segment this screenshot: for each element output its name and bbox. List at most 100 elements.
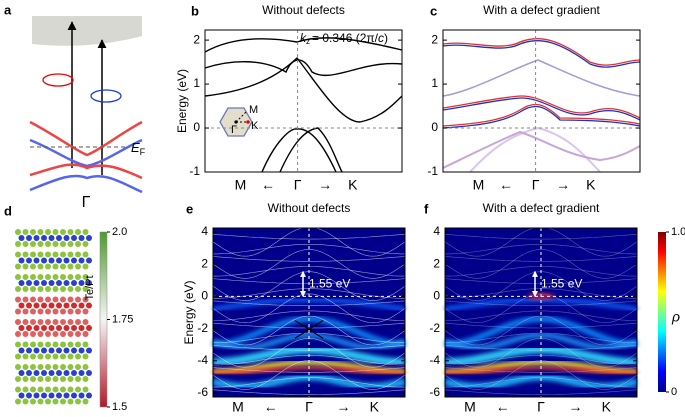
te-atom xyxy=(52,341,59,348)
te-atom xyxy=(37,341,44,348)
te-atom xyxy=(82,241,89,247)
te-atom xyxy=(30,241,36,247)
state-line xyxy=(212,315,406,346)
y-tick-label: -4 xyxy=(197,353,208,367)
pt-atom xyxy=(48,325,55,331)
te-atom xyxy=(82,319,89,325)
te-atom xyxy=(60,386,66,393)
pt-atom xyxy=(86,257,92,264)
te-atom xyxy=(67,229,74,235)
band xyxy=(279,127,343,173)
panel-label: a xyxy=(4,2,12,17)
state-line xyxy=(444,234,638,240)
te-atom xyxy=(60,251,66,258)
te-atom xyxy=(15,364,21,370)
panel-label: d xyxy=(4,203,12,218)
pt-atom xyxy=(56,392,62,399)
te-atom xyxy=(22,286,29,292)
te-atom xyxy=(37,308,44,315)
panel-label: e xyxy=(186,201,193,216)
panel-label: c xyxy=(430,3,437,18)
y-tick-label: 2 xyxy=(431,32,438,46)
colorbar-d xyxy=(99,231,108,408)
te-atom xyxy=(22,364,29,370)
pt-atom xyxy=(78,235,85,241)
colorbar-tick-label: 1.75 xyxy=(112,313,133,325)
polarization-red xyxy=(42,73,74,87)
x-label: M xyxy=(235,177,247,193)
inset-label: Γ xyxy=(231,124,237,136)
x-label: ← xyxy=(264,399,278,415)
te-atom xyxy=(37,229,44,235)
pt-atom xyxy=(63,392,70,399)
te-atom xyxy=(67,286,74,292)
pt-atom xyxy=(86,302,92,309)
te-atom xyxy=(67,341,74,348)
te-atom xyxy=(22,296,29,303)
y-tick-label: 1 xyxy=(431,76,438,90)
te-atom xyxy=(22,241,29,247)
te-atom xyxy=(67,364,74,370)
y-tick-label: 0 xyxy=(433,289,440,303)
te-atom xyxy=(52,286,59,292)
te-atom xyxy=(22,229,29,235)
te-atom xyxy=(22,308,29,315)
spectral-band xyxy=(444,373,638,391)
band xyxy=(261,128,337,173)
bands-b xyxy=(204,37,403,173)
x-label: → xyxy=(556,177,570,193)
te-atom xyxy=(75,286,81,292)
te-atom xyxy=(60,241,66,247)
pt-atom xyxy=(18,235,25,241)
te-atom xyxy=(60,229,66,235)
state-line xyxy=(444,300,638,306)
colorbar-tick-label: 0 xyxy=(671,386,677,398)
colorbar-label: ρ xyxy=(671,309,680,325)
pt-atom xyxy=(26,325,32,331)
band-red xyxy=(29,163,143,180)
pt-atom xyxy=(26,302,32,309)
pt-atom xyxy=(26,257,32,264)
inset-label: M xyxy=(249,104,258,116)
te-atom xyxy=(22,398,29,405)
te-atom xyxy=(37,331,44,337)
k-point xyxy=(246,120,250,124)
te-atom xyxy=(75,251,81,258)
te-atom xyxy=(37,241,44,247)
pt-atom xyxy=(41,280,47,286)
te-atom xyxy=(45,353,51,360)
te-atom xyxy=(52,376,59,382)
pt-atom xyxy=(63,235,70,241)
state-line xyxy=(212,256,406,262)
state-line xyxy=(444,315,638,346)
pt-atom xyxy=(33,347,40,354)
x-label: M xyxy=(232,399,244,415)
te-atom xyxy=(45,241,51,247)
te-atom xyxy=(45,398,51,405)
pt-atom xyxy=(71,370,77,376)
te-atom xyxy=(15,308,21,315)
state-line xyxy=(212,234,406,240)
te-atom xyxy=(82,263,89,270)
colorbar-tick-label: 1.0 xyxy=(671,226,685,238)
state-line xyxy=(444,377,638,388)
x-label: M xyxy=(464,399,476,415)
pt-atom xyxy=(26,280,32,286)
te-atom xyxy=(37,398,44,405)
te-atom xyxy=(82,251,89,258)
pt-atom xyxy=(78,347,85,354)
pt-atom xyxy=(41,347,47,354)
te-atom xyxy=(75,241,81,247)
te-atom xyxy=(82,341,89,348)
te-atom xyxy=(30,364,36,370)
panel-label: f xyxy=(424,201,429,216)
te-atom xyxy=(52,353,59,360)
state-line xyxy=(212,226,406,257)
te-atom xyxy=(37,353,44,360)
pt-atom xyxy=(86,347,92,354)
pt-atom xyxy=(63,370,70,376)
state-line xyxy=(445,244,637,255)
conduction-band xyxy=(32,16,142,46)
gamma-label: Γ xyxy=(82,194,91,211)
